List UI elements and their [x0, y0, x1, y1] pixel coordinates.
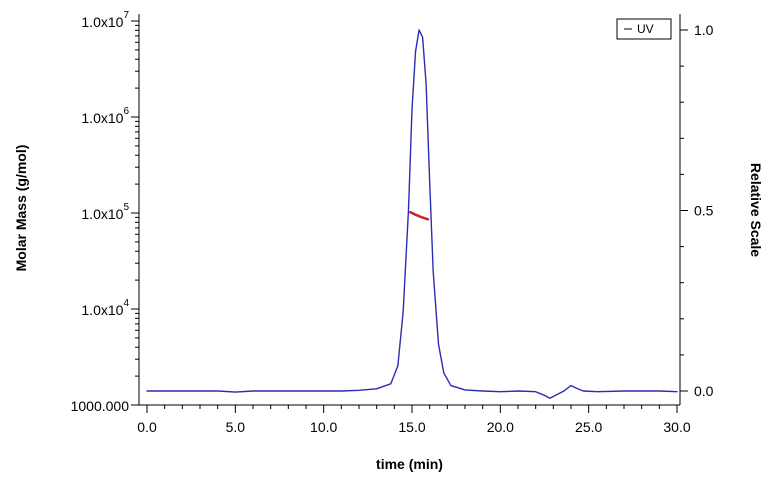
legend-entry: UV	[637, 22, 654, 36]
y-left-tick-mantissa: 1.0x10	[81, 302, 123, 318]
y-left-tick-exponent: 4	[123, 298, 129, 309]
x-tick-label: 20.0	[487, 419, 514, 435]
legend-box	[616, 18, 672, 40]
x-tick-label: 5.0	[226, 419, 246, 435]
y-left-tick-label: 1.0x105	[81, 202, 129, 222]
axes-layer	[131, 14, 688, 413]
y-left-tick-label: 1.0x107	[81, 10, 129, 30]
y-left-tick-mantissa: 1000.000	[71, 398, 130, 414]
y-left-tick-mantissa: 1.0x10	[81, 206, 123, 222]
y-left-tick-label: 1.0x106	[81, 106, 129, 126]
x-tick-label: 25.0	[575, 419, 602, 435]
y-right-tick-label: 1.0	[694, 22, 714, 38]
x-tick-label: 30.0	[663, 419, 690, 435]
y-left-tick-mantissa: 1.0x10	[81, 110, 123, 126]
y-axis-right-title: Relative Scale	[748, 163, 764, 257]
x-tick-label: 10.0	[310, 419, 337, 435]
x-tick-label: 0.0	[137, 419, 157, 435]
y-left-tick-exponent: 5	[123, 202, 129, 213]
series-layer	[146, 29, 678, 399]
y-right-tick-label: 0.5	[694, 203, 714, 219]
y-left-tick-label: 1.0x104	[81, 298, 129, 318]
y-axis-left-title: Molar Mass (g/mol)	[13, 145, 29, 272]
y-left-tick-exponent: 6	[123, 106, 129, 117]
label-layer: 0.0 5.0 10.0 15.0 20.0 25.0 30.0 1000.000 1.0x10…	[13, 10, 764, 472]
x-axis-title: time (min)	[376, 456, 443, 472]
series-line-molar-mass	[408, 210, 430, 221]
x-tick-label: 15.0	[398, 419, 425, 435]
y-right-tick-label: 0.0	[694, 383, 714, 399]
series-line-uv	[146, 29, 678, 399]
y-left-tick-mantissa: 1.0x10	[81, 14, 123, 30]
y-left-tick-exponent: 7	[123, 10, 129, 21]
y-left-tick-label: 1000.000	[71, 398, 130, 414]
